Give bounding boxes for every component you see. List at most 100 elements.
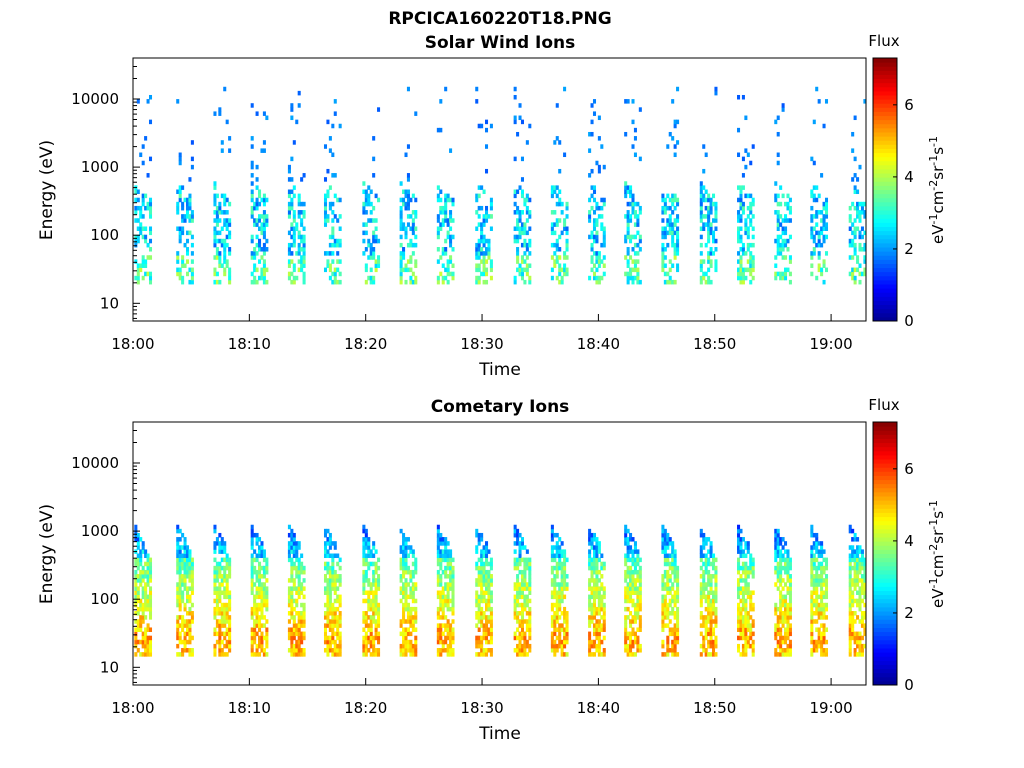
- heatmap-cell: [673, 549, 677, 554]
- heatmap-cell: [631, 279, 635, 285]
- heatmap-cell: [409, 652, 413, 657]
- heatmap-cell: [853, 537, 857, 542]
- heatmap-cell: [516, 234, 520, 240]
- heatmap-cell: [176, 189, 180, 195]
- heatmap-cell: [362, 590, 366, 595]
- heatmap-cell: [377, 574, 381, 579]
- heatmap-cell: [741, 275, 745, 281]
- heatmap-cell: [449, 218, 453, 223]
- heatmap-cell: [409, 606, 413, 612]
- heatmap-cell: [250, 255, 254, 260]
- heatmap-cell: [404, 545, 408, 550]
- heatmap-cell: [292, 185, 296, 190]
- heatmap-cell: [399, 619, 403, 624]
- heatmap-cell: [553, 652, 557, 657]
- heatmap-cell: [255, 648, 259, 653]
- heatmap-cell: [822, 590, 826, 595]
- heatmap-cell: [555, 242, 559, 248]
- heatmap-cell: [860, 226, 864, 231]
- heatmap-cell: [661, 247, 665, 252]
- heatmap-cell: [489, 201, 493, 207]
- heatmap-cell: [779, 569, 783, 575]
- heatmap-cell: [253, 619, 257, 624]
- heatmap-cell: [176, 615, 180, 620]
- heatmap-cell: [702, 226, 706, 231]
- heatmap-cell: [333, 545, 337, 550]
- heatmap-cell: [188, 594, 192, 600]
- heatmap-cell: [485, 127, 489, 133]
- heatmap-cell: [220, 193, 224, 199]
- heatmap-cell: [176, 565, 180, 571]
- heatmap-cell: [704, 652, 708, 657]
- heatmap-cell: [326, 251, 330, 256]
- heatmap-cell: [553, 140, 557, 145]
- heatmap-cell: [223, 631, 227, 637]
- colorbar-tick-label: 6: [904, 460, 914, 478]
- heatmap-cell: [292, 263, 296, 268]
- heatmap-cell: [560, 648, 564, 653]
- heatmap-cell: [714, 582, 718, 587]
- heatmap-cell: [178, 275, 182, 281]
- heatmap-cell: [661, 594, 665, 600]
- heatmap-cell: [858, 218, 862, 223]
- heatmap-cell: [595, 619, 599, 624]
- heatmap-cell: [848, 648, 852, 653]
- heatmap-cell: [411, 598, 415, 604]
- heatmap-cell: [487, 606, 491, 612]
- heatmap-cell: [704, 222, 708, 227]
- heatmap-cell: [402, 553, 406, 559]
- heatmap-cell: [369, 201, 373, 207]
- colorbar-segment: [873, 66, 897, 71]
- heatmap-cell: [516, 189, 520, 195]
- colorbar-segment: [873, 528, 897, 534]
- heatmap-cell: [624, 255, 628, 260]
- heatmap-cell: [295, 648, 299, 653]
- heatmap-cell: [744, 218, 748, 223]
- heatmap-cell: [265, 569, 269, 575]
- heatmap-cell: [523, 267, 527, 273]
- heatmap-cell: [480, 532, 484, 538]
- heatmap-cell: [626, 615, 630, 620]
- heatmap-cell: [255, 643, 259, 649]
- heatmap-cell: [260, 590, 264, 595]
- heatmap-cell: [190, 569, 194, 575]
- heatmap-cell: [528, 598, 532, 604]
- heatmap-cell: [558, 590, 562, 595]
- heatmap-cell: [487, 586, 491, 591]
- heatmap-cell: [528, 569, 532, 575]
- heatmap-cell: [367, 590, 371, 595]
- heatmap-cell: [523, 594, 527, 600]
- heatmap-cell: [676, 619, 680, 624]
- heatmap-cell: [215, 586, 219, 591]
- heatmap-cell: [218, 586, 222, 591]
- heatmap-cell: [287, 263, 291, 268]
- heatmap-cell: [751, 557, 755, 563]
- heatmap-cell: [223, 210, 227, 215]
- heatmap-cell: [737, 251, 741, 256]
- heatmap-cell: [784, 569, 788, 575]
- heatmap-cell: [668, 598, 672, 604]
- heatmap-cell: [525, 218, 529, 223]
- heatmap-cell: [485, 627, 489, 632]
- heatmap-cell: [146, 639, 150, 645]
- heatmap-cell: [858, 557, 862, 563]
- heatmap-cell: [228, 561, 232, 567]
- heatmap-cell: [817, 255, 821, 260]
- heatmap-cell: [746, 635, 750, 641]
- heatmap-cell: [848, 545, 852, 550]
- heatmap-cell: [258, 582, 262, 587]
- heatmap-cell: [636, 590, 640, 595]
- heatmap-cell: [661, 193, 665, 199]
- heatmap-cell: [595, 627, 599, 632]
- heatmap-cell: [516, 611, 520, 616]
- heatmap-cell: [851, 619, 855, 624]
- heatmap-cell: [822, 606, 826, 612]
- heatmap-cell: [822, 652, 826, 657]
- heatmap-cell: [518, 115, 522, 121]
- heatmap-cell: [851, 623, 855, 628]
- heatmap-cell: [707, 230, 711, 236]
- heatmap-cell: [302, 652, 306, 657]
- heatmap-cell: [699, 251, 703, 256]
- heatmap-cell: [253, 275, 257, 281]
- heatmap-cell: [863, 569, 867, 575]
